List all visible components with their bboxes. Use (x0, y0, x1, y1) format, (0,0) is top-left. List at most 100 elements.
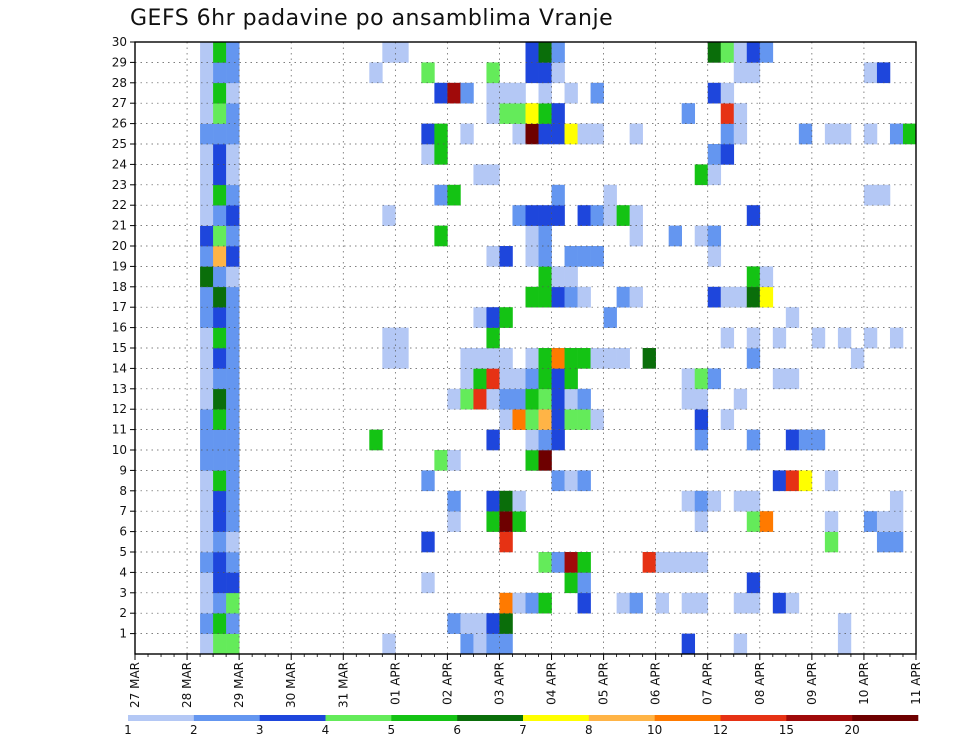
heatmap-cell (798, 123, 813, 145)
x-tick-label: 08 APR (753, 662, 767, 705)
heatmap-cell (226, 307, 240, 328)
heatmap-cell (213, 266, 227, 288)
heatmap-cell (382, 205, 396, 226)
heatmap-cell (226, 633, 240, 655)
heatmap-cell (668, 552, 682, 573)
heatmap-cell (538, 409, 552, 430)
heatmap-cell (707, 144, 722, 165)
heatmap-cell (382, 327, 396, 349)
heatmap-cell (512, 490, 526, 512)
heatmap-cell (226, 184, 240, 206)
heatmap-cell (200, 123, 214, 145)
y-tick-label: 15 (112, 341, 127, 355)
heatmap-cell (486, 62, 500, 84)
heatmap-cell (486, 307, 500, 328)
heatmap-cell (434, 184, 448, 206)
heatmap-cell (525, 368, 539, 390)
heatmap-cell (590, 246, 604, 267)
heatmap-cell (785, 307, 800, 328)
heatmap-cell (720, 144, 735, 165)
heatmap-cell (512, 82, 526, 104)
heatmap-cell (798, 470, 813, 492)
heatmap-cell (486, 164, 500, 186)
heatmap-cell (512, 388, 526, 410)
heatmap-cell (382, 348, 396, 369)
heatmap-cell (538, 62, 552, 84)
colorbar-segment (391, 715, 458, 721)
colorbar-segment (852, 715, 919, 721)
heatmap-cell (694, 164, 709, 186)
heatmap-cell (590, 409, 604, 430)
heatmap-cell (200, 82, 214, 104)
heatmap-cell (213, 246, 227, 267)
heatmap-cell (213, 327, 227, 349)
heatmap-cell (200, 266, 214, 288)
colorbar-label: 15 (779, 723, 794, 737)
heatmap-cell (746, 511, 761, 532)
heatmap-cell (746, 62, 761, 84)
heatmap-cell (616, 286, 630, 308)
heatmap-cell (733, 490, 748, 512)
heatmap-cell (538, 42, 552, 63)
heatmap-cell (213, 348, 227, 369)
heatmap-cell (447, 82, 461, 104)
heatmap-cell (642, 348, 656, 369)
heatmap-cell (538, 205, 552, 226)
heatmap-cell (226, 450, 240, 471)
heatmap-cell (499, 592, 513, 614)
heatmap-cell (200, 470, 214, 492)
heatmap-cell (200, 205, 214, 226)
colorbar-segment (720, 715, 787, 721)
heatmap-cell (200, 184, 214, 206)
heatmap-cell (434, 123, 448, 145)
heatmap-cell (733, 286, 748, 308)
heatmap-cell (603, 205, 617, 226)
heatmap-cell (889, 531, 904, 553)
heatmap-cell (694, 409, 709, 430)
y-tick-label: 17 (112, 300, 127, 314)
heatmap-cell (369, 429, 383, 451)
heatmap-cell (707, 225, 722, 247)
y-tick-label: 20 (112, 239, 127, 253)
y-tick-label: 3 (119, 586, 127, 600)
y-tick-label: 26 (112, 117, 127, 131)
heatmap-cell (200, 592, 214, 614)
heatmap-cell (226, 123, 240, 145)
heatmap-cell (226, 164, 240, 186)
heatmap-cell (889, 511, 904, 532)
heatmap-cell (538, 246, 552, 267)
heatmap-cell (460, 388, 474, 410)
heatmap-cell (707, 286, 722, 308)
heatmap-cell (681, 103, 696, 124)
y-tick-label: 18 (112, 280, 127, 294)
heatmap-cell (577, 286, 591, 308)
heatmap-cell (473, 348, 487, 369)
heatmap-cell (200, 511, 214, 532)
heatmap-cell (681, 633, 696, 655)
heatmap-cell (200, 246, 214, 267)
heatmap-cell (538, 82, 552, 104)
heatmap-cell (226, 592, 240, 614)
heatmap-cell (395, 327, 409, 349)
heatmap-cell (447, 388, 461, 410)
heatmap-cell (525, 348, 539, 369)
heatmap-cell (759, 42, 774, 63)
heatmap-cell (720, 42, 735, 63)
heatmap-cell (824, 123, 839, 145)
heatmap-cell (759, 511, 774, 532)
heatmap-cell (226, 82, 240, 104)
heatmap-cell (551, 123, 565, 145)
heatmap-cell (772, 327, 787, 349)
y-tick-label: 9 (119, 463, 127, 477)
heatmap-cell (564, 470, 578, 492)
heatmap-cell (226, 103, 240, 124)
colorbar-label: 8 (585, 723, 593, 737)
heatmap-cell (486, 388, 500, 410)
heatmap-cell (460, 613, 474, 634)
heatmap-cell (512, 409, 526, 430)
heatmap-cell (694, 552, 709, 573)
heatmap-cell (200, 409, 214, 430)
x-tick-label: 03 APR (492, 662, 506, 705)
heatmap-cell (525, 592, 539, 614)
